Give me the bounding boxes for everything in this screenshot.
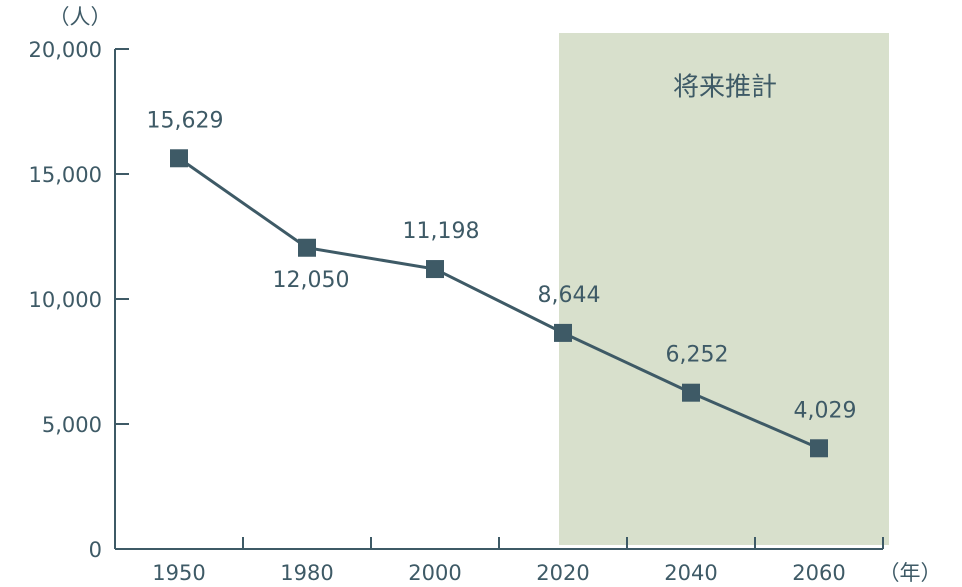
data-label: 4,029 [794, 398, 857, 423]
data-label: 8,644 [538, 283, 601, 308]
x-tick-label: 2020 [536, 561, 589, 585]
x-tick-label: 2040 [664, 561, 717, 585]
x-tick-label: 2000 [408, 561, 461, 585]
data-marker [682, 383, 700, 402]
data-marker [426, 260, 444, 279]
data-marker [170, 149, 188, 168]
forecast-label: 将来推計 [673, 73, 777, 103]
data-label: 11,198 [403, 219, 480, 244]
data-label: 12,050 [273, 268, 350, 293]
data-label: 15,629 [147, 108, 224, 133]
data-marker [554, 323, 572, 342]
y-tick-label: 15,000 [29, 163, 102, 187]
data-marker [810, 439, 828, 458]
forecast-region [559, 33, 889, 545]
data-label: 6,252 [666, 343, 729, 368]
x-tick-label: 1950 [152, 561, 205, 585]
x-tick-label: 2060 [792, 561, 845, 585]
x-tick-label: 1980 [280, 561, 333, 585]
y-tick-label: 5,000 [42, 413, 102, 437]
y-unit: （人） [49, 5, 112, 29]
y-tick-label: 0 [89, 538, 102, 562]
data-line [178, 157, 820, 450]
data-marker [298, 238, 316, 257]
y-tick-label: 20,000 [29, 38, 102, 62]
y-tick-label: 10,000 [29, 288, 102, 312]
x-unit: （年） [879, 561, 942, 585]
